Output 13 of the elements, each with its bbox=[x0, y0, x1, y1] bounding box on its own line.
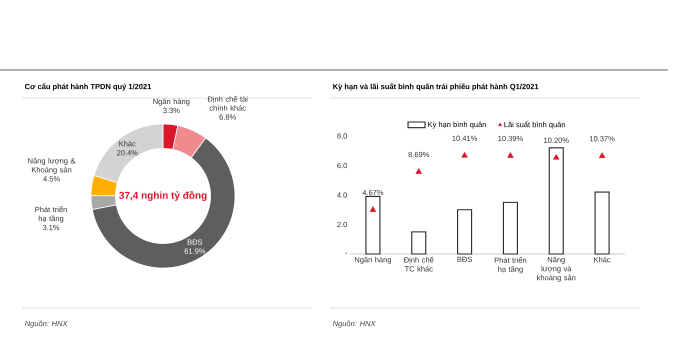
point bbox=[553, 154, 560, 160]
point bbox=[598, 152, 606, 158]
bar bbox=[502, 202, 518, 255]
bar bbox=[594, 192, 610, 255]
point bbox=[370, 206, 376, 212]
bar bbox=[548, 147, 564, 255]
bar bbox=[411, 231, 426, 255]
bar bbox=[457, 209, 472, 255]
text: 37,4 nghin tỷ đồng bbox=[119, 191, 207, 201]
point bbox=[461, 152, 468, 158]
point bbox=[507, 152, 514, 158]
point bbox=[416, 168, 422, 174]
bar bbox=[365, 196, 380, 255]
